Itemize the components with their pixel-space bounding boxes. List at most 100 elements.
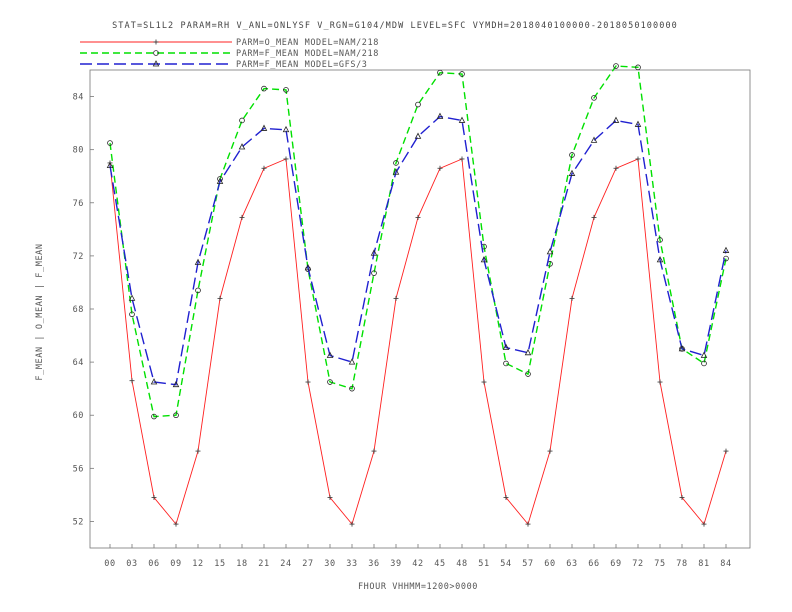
x-tick-label: 60	[544, 559, 555, 569]
data-point	[414, 132, 422, 139]
series-3	[106, 112, 730, 388]
data-point	[153, 50, 159, 56]
data-point	[106, 161, 114, 169]
data-point	[503, 360, 509, 367]
x-tick-label: 84	[720, 559, 731, 569]
data-point	[239, 117, 245, 124]
data-point	[392, 168, 400, 175]
data-point	[371, 270, 377, 276]
x-tick-label: 21	[258, 559, 269, 569]
data-point	[723, 448, 729, 454]
series-line	[109, 65, 727, 418]
data-point	[216, 177, 224, 184]
data-point	[437, 165, 443, 171]
series-2	[107, 63, 729, 420]
legend-label: PARM=F_MEAN MODEL=GFS/3	[236, 60, 368, 70]
data-point	[151, 495, 157, 501]
data-point	[370, 249, 378, 256]
data-point	[217, 295, 223, 301]
x-tick-label: 30	[324, 559, 335, 569]
x-tick-label: 72	[632, 559, 643, 569]
y-tick-label: 52	[73, 517, 84, 527]
data-point	[283, 156, 289, 162]
y-axis: 52 56 60 64 68 72 76 80 84	[73, 93, 94, 527]
x-tick-label: 54	[500, 559, 511, 569]
x-tick-label: 63	[566, 559, 577, 569]
data-point	[547, 448, 553, 454]
data-point	[128, 294, 136, 301]
data-point	[657, 237, 663, 243]
y-axis-label: F_MEAN | O_MEAN | F_MEAN	[35, 243, 45, 380]
data-point	[151, 413, 157, 420]
y-tick-label: 68	[73, 305, 84, 315]
x-tick-label: 36	[368, 559, 379, 569]
data-point	[700, 351, 708, 358]
data-point	[436, 112, 444, 119]
data-point	[459, 71, 465, 77]
data-point	[153, 39, 159, 45]
data-point	[524, 348, 532, 356]
legend-label: PARM=F_MEAN MODEL=NAM/218	[236, 49, 379, 59]
x-tick-label: 57	[522, 559, 533, 569]
y-tick-label: 76	[73, 199, 84, 209]
legend-entry: PARM=F_MEAN MODEL=NAM/218	[80, 49, 379, 59]
x-axis-label: FHOUR VHHMM=1200>0000	[358, 582, 478, 592]
data-point	[590, 136, 598, 143]
chart-title: STAT=SL1L2 PARAM=RH V_ANL=ONLYSF V_RGN=G…	[112, 21, 678, 31]
data-point	[568, 169, 576, 176]
series-line	[109, 158, 727, 526]
data-point	[723, 255, 729, 262]
data-point	[591, 95, 597, 101]
data-point	[349, 521, 355, 527]
data-point	[348, 358, 356, 365]
y-tick-label: 84	[73, 93, 84, 103]
series-1	[107, 156, 729, 527]
x-tick-label: 66	[588, 559, 599, 569]
data-point	[701, 360, 707, 367]
data-point	[195, 448, 201, 454]
x-tick-label: 75	[654, 559, 665, 569]
x-tick-label: 51	[478, 559, 489, 569]
data-point	[371, 448, 377, 454]
data-point	[173, 412, 179, 419]
x-tick-label: 42	[412, 559, 423, 569]
data-point	[437, 69, 443, 76]
data-point	[569, 295, 575, 301]
data-point	[480, 256, 488, 263]
plot-frame	[89, 69, 751, 549]
x-tick-label: 03	[126, 559, 137, 569]
data-point	[635, 156, 641, 162]
x-tick-label: 18	[236, 559, 247, 569]
data-point	[129, 311, 135, 318]
series-line	[109, 115, 727, 386]
data-point	[150, 378, 158, 385]
data-point	[305, 379, 311, 385]
data-point	[546, 248, 554, 255]
data-point	[415, 214, 421, 220]
data-point	[261, 85, 267, 92]
data-point	[678, 344, 686, 352]
data-point	[679, 495, 685, 501]
legend-entry: PARM=O_MEAN MODEL=NAM/218	[80, 38, 379, 48]
series-layer	[106, 63, 730, 527]
x-tick-label: 81	[698, 559, 709, 569]
x-tick-label: 12	[192, 559, 203, 569]
data-point	[591, 214, 597, 220]
x-tick-label: 15	[214, 559, 225, 569]
data-point	[525, 521, 531, 527]
y-tick-label: 64	[73, 358, 84, 368]
data-point	[261, 165, 267, 171]
data-point	[282, 125, 290, 133]
x-tick-label: 39	[390, 559, 401, 569]
data-point	[481, 379, 487, 385]
x-axis: 00 03 06 09 12 15 18 21 24 27 30 33 36 39 42 45 48 51 54 57…	[104, 544, 731, 569]
legend-label: PARM=O_MEAN MODEL=NAM/218	[236, 38, 379, 48]
data-point	[569, 152, 575, 158]
data-point	[327, 495, 333, 501]
data-point	[172, 380, 180, 388]
data-point	[260, 124, 268, 131]
data-point	[194, 258, 202, 265]
data-point	[107, 140, 113, 146]
